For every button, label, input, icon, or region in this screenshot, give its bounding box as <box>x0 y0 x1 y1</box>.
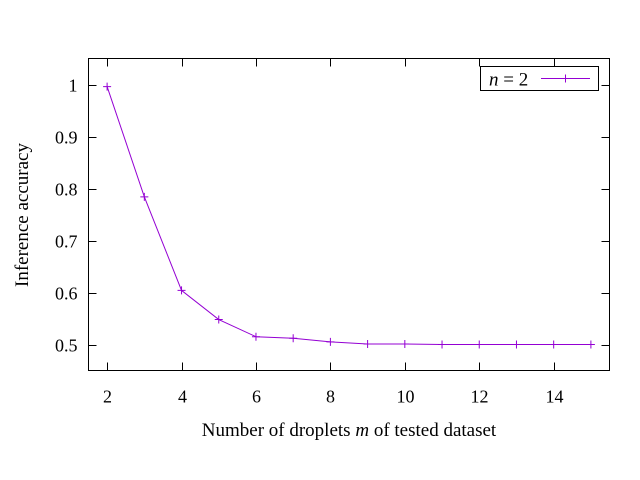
data-point <box>363 339 372 348</box>
data-point <box>400 339 409 348</box>
x-tick-label: 4 <box>178 387 187 407</box>
data-point <box>103 82 112 91</box>
legend-label: n = 2 <box>489 70 528 91</box>
y-tick-label: 0.8 <box>55 180 78 200</box>
x-axis-title: Number of droplets m of tested dataset <box>202 420 497 441</box>
x-tick-label: 14 <box>546 387 564 407</box>
y-tick-label: 0.6 <box>55 284 78 304</box>
data-point <box>326 337 335 346</box>
tick-labels: 2 4 6 8 10 12 14 0.5 0.6 0.7 0.8 0.9 1 <box>55 76 564 407</box>
data-point <box>512 340 521 349</box>
data-point <box>177 286 186 295</box>
series-layer <box>103 82 595 349</box>
data-point <box>549 340 558 349</box>
legend-marker <box>561 74 570 83</box>
data-point <box>251 332 260 341</box>
data-point <box>214 315 223 324</box>
data-point <box>140 192 149 201</box>
x-tick-label: 8 <box>326 387 335 407</box>
y-tick-label: 0.9 <box>55 128 78 148</box>
x-tick-label: 2 <box>103 387 112 407</box>
legend: n = 2 <box>480 66 599 91</box>
series-line <box>106 86 591 345</box>
x-tick-label: 10 <box>397 387 415 407</box>
axis-ticks <box>88 58 610 371</box>
y-axis-title: Inference accuracy <box>12 143 33 287</box>
y-tick-label: 0.7 <box>55 232 78 252</box>
x-tick-label: 12 <box>471 387 489 407</box>
data-point <box>289 334 298 343</box>
y-tick-label: 0.5 <box>55 336 78 356</box>
data-point <box>586 340 595 349</box>
data-point <box>438 340 447 349</box>
y-tick-label: 1 <box>69 76 78 96</box>
x-tick-label: 6 <box>252 387 261 407</box>
plot-frame <box>88 58 610 371</box>
data-point <box>475 340 484 349</box>
